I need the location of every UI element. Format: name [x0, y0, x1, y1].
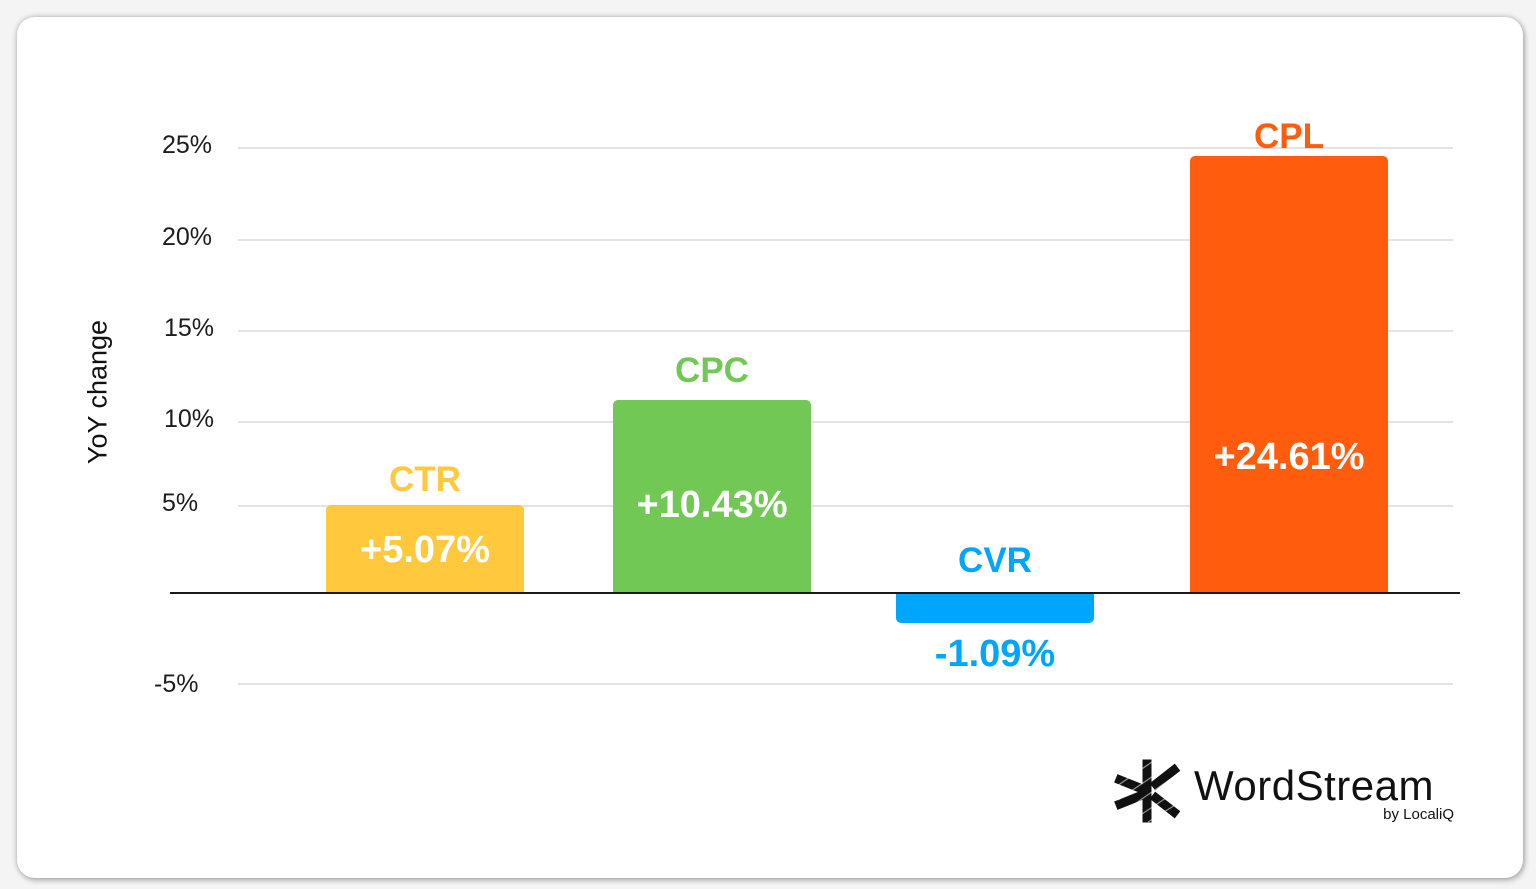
bar-cvr	[896, 594, 1094, 623]
gridline-20	[238, 239, 1453, 241]
bar-cpc: +10.43%	[613, 400, 811, 593]
gridline-15	[238, 330, 1453, 332]
category-label-cpc: CPC	[675, 351, 749, 390]
y-tick-25: 25%	[162, 131, 213, 159]
gridline-10	[238, 421, 1453, 423]
brand-subtitle: by LocaliQ	[1383, 806, 1454, 823]
gridline-neg5	[238, 683, 1453, 685]
bar-value-cpc: +10.43%	[636, 484, 788, 526]
bar-value-cvr: -1.09%	[934, 633, 1056, 675]
bar-cpl: +24.61%	[1190, 156, 1388, 593]
wordstream-logo: WordStream by LocaliQ	[1112, 756, 1462, 826]
y-tick-20: 20%	[162, 223, 213, 251]
y-tick-5: 5%	[162, 489, 199, 517]
bar-ctr: +5.07%	[326, 505, 524, 593]
bar-value-cpl: +24.61%	[1213, 436, 1365, 478]
y-tick-neg5: -5%	[154, 670, 199, 698]
bar-value-ctr: +5.07%	[360, 529, 490, 571]
gridline-25	[238, 147, 1453, 149]
gridline-5	[238, 505, 1453, 507]
zero-axis	[170, 592, 1460, 594]
wordstream-asterisk-icon	[1113, 759, 1181, 823]
category-label-cpl: CPL	[1254, 117, 1324, 156]
brand-name: WordStream	[1194, 762, 1434, 809]
y-tick-15: 15%	[164, 314, 215, 342]
category-label-cvr: CVR	[958, 541, 1032, 580]
y-axis-label: YoY change	[82, 319, 113, 465]
category-label-ctr: CTR	[389, 460, 461, 499]
y-tick-10: 10%	[164, 405, 215, 433]
